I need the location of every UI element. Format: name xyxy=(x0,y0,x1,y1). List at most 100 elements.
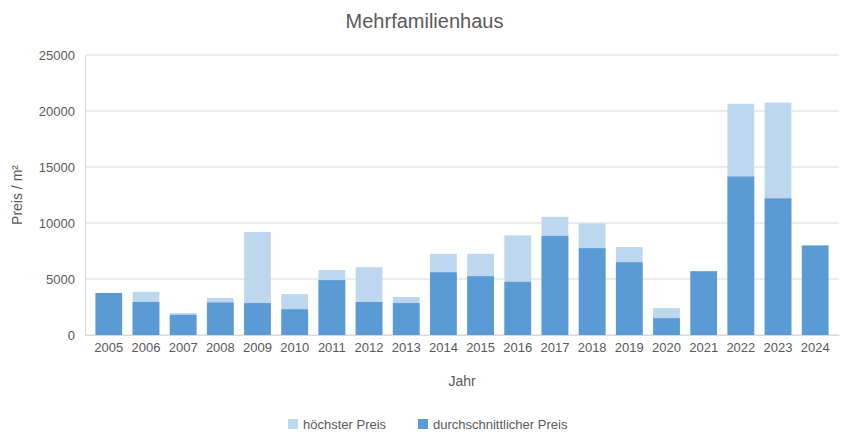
bar xyxy=(318,280,345,335)
bars xyxy=(95,103,828,335)
x-tick: 2020 xyxy=(652,335,681,355)
bar xyxy=(727,177,754,335)
x-tick-label: 2006 xyxy=(132,340,161,355)
series xyxy=(133,103,792,335)
y-axis-line xyxy=(85,56,86,336)
grid-line xyxy=(85,167,839,168)
bar xyxy=(542,217,569,335)
x-tick: 2017 xyxy=(540,335,569,355)
bar xyxy=(133,302,160,335)
x-tick-label: 2008 xyxy=(206,340,235,355)
bar xyxy=(133,292,160,335)
legend-swatch xyxy=(288,419,298,429)
title: Mehrfamilienhaus xyxy=(346,10,504,32)
y-tick-label: 5000 xyxy=(46,272,75,287)
x-tick: 2009 xyxy=(243,335,272,355)
legend-item: durchschnittlicher Preis xyxy=(418,417,568,432)
y-tick-label: 0 xyxy=(68,328,75,343)
x-tick: 2011 xyxy=(318,335,346,355)
bar xyxy=(318,270,345,335)
bar xyxy=(356,302,383,335)
x-tick-label: 2024 xyxy=(801,340,830,355)
bar xyxy=(504,282,531,335)
legend-swatch xyxy=(418,419,428,429)
y-tick-label: 15000 xyxy=(39,160,75,175)
x-tick-label: 2014 xyxy=(429,340,458,355)
x-tick-label: 2022 xyxy=(726,340,755,355)
x-axis-title: Jahr xyxy=(448,373,476,389)
legend-item: höchster Preis xyxy=(288,417,387,432)
grid-line xyxy=(85,279,839,280)
y-axis-title: Preis / m² xyxy=(9,165,25,225)
bar xyxy=(170,313,197,335)
bar xyxy=(616,247,643,335)
x-tick: 2019 xyxy=(615,335,644,355)
legend: höchster Preis durchschnittlicher Preis xyxy=(288,417,568,432)
grid-line xyxy=(85,111,839,112)
bar xyxy=(430,254,457,335)
x-axis-line xyxy=(86,335,840,336)
bar xyxy=(727,104,754,335)
x-tick-label: 2017 xyxy=(540,340,569,355)
bar xyxy=(170,315,197,335)
x-tick: 2013 xyxy=(392,335,421,355)
bar xyxy=(616,262,643,335)
x-tick-label: 2023 xyxy=(764,340,793,355)
y-tick: 0 xyxy=(68,328,85,343)
bar xyxy=(430,272,457,335)
grid-line xyxy=(85,55,839,56)
x-tick: 2023 xyxy=(764,335,793,355)
bar xyxy=(95,293,122,335)
bar xyxy=(802,245,829,335)
bar xyxy=(244,232,271,335)
x-tick-label: 2015 xyxy=(466,340,495,355)
y-tick: 5000 xyxy=(46,272,85,287)
grid-line xyxy=(85,335,839,336)
y-tick-label: 20000 xyxy=(39,104,75,119)
x-tick-label: 2018 xyxy=(578,340,607,355)
bar xyxy=(281,294,308,335)
bar xyxy=(690,271,717,335)
x-tick: 2008 xyxy=(206,335,235,355)
x-tick: 2012 xyxy=(355,335,384,355)
x-tick: 2021 xyxy=(689,335,718,355)
y-axis: 0 5000 10000 15000 20000 25000 xyxy=(39,48,86,343)
bar xyxy=(504,235,531,335)
grid xyxy=(85,55,839,335)
bar xyxy=(467,276,494,335)
y-tick: 10000 xyxy=(39,216,85,231)
bar xyxy=(467,254,494,335)
bar xyxy=(765,198,792,335)
bar xyxy=(244,303,271,335)
x-tick-label: 2021 xyxy=(689,340,718,355)
x-tick: 2022 xyxy=(726,335,755,355)
y-tick: 20000 xyxy=(39,104,85,119)
y-tick-label: 25000 xyxy=(39,48,75,63)
x-axis: 2005200620072008200920102011201220132014… xyxy=(86,335,840,355)
bar xyxy=(653,318,680,335)
x-tick-label: 2010 xyxy=(280,340,309,355)
x-tick-label: 2009 xyxy=(243,340,272,355)
x-tick: 2007 xyxy=(169,335,198,355)
bar xyxy=(542,236,569,335)
x-tick-label: 2019 xyxy=(615,340,644,355)
bar xyxy=(393,303,420,335)
x-tick: 2006 xyxy=(132,335,161,355)
x-tick-label: 2012 xyxy=(355,340,384,355)
y-tick-label: 10000 xyxy=(39,216,75,231)
y-tick: 25000 xyxy=(39,48,85,63)
bar xyxy=(207,303,234,335)
x-tick: 2016 xyxy=(503,335,532,355)
bar xyxy=(653,308,680,335)
bar xyxy=(579,248,606,335)
x-tick: 2015 xyxy=(466,335,495,355)
bar xyxy=(765,103,792,335)
bar xyxy=(393,297,420,335)
bar xyxy=(281,309,308,335)
legend-label: höchster Preis xyxy=(303,417,387,432)
x-tick-label: 2020 xyxy=(652,340,681,355)
y-tick: 15000 xyxy=(39,160,85,175)
x-tick: 2024 xyxy=(801,335,830,355)
x-tick: 2014 xyxy=(429,335,458,355)
x-tick-label: 2011 xyxy=(318,340,346,355)
